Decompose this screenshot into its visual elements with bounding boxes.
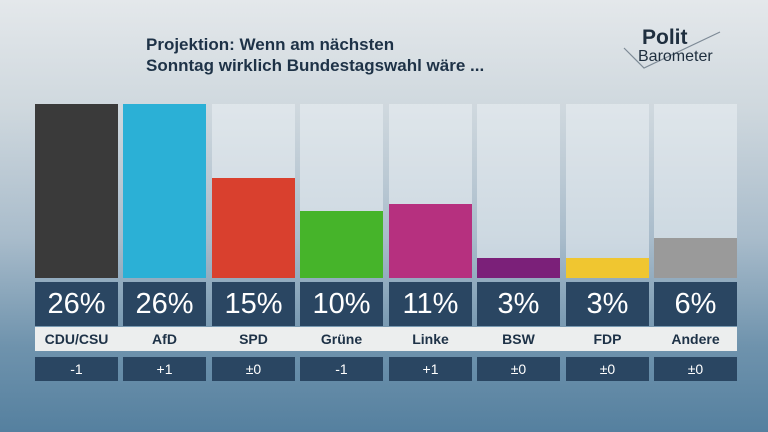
value-label: 3% <box>566 282 649 326</box>
change-label: ±0 <box>477 357 560 381</box>
value-label: 3% <box>477 282 560 326</box>
logo-line-2: Barometer <box>638 48 713 65</box>
value-label: 11% <box>389 282 472 326</box>
category-label: Grüne <box>320 331 363 347</box>
bar <box>212 177 295 278</box>
bar <box>123 104 206 278</box>
category-label: FDP <box>593 331 622 347</box>
bar <box>566 257 649 278</box>
title-line-2: Sonntag wirklich Bundestagswahl wäre ... <box>146 56 485 75</box>
change-label: +1 <box>123 357 206 381</box>
politbarometer-logo: Polit Barometer <box>622 26 732 70</box>
category-label: BSW <box>502 331 535 347</box>
checkmark-icon <box>623 31 721 69</box>
category-label: AfD <box>152 331 177 347</box>
change-label: ±0 <box>566 357 649 381</box>
logo-line-1: Polit <box>642 26 688 49</box>
bar <box>654 237 737 278</box>
value-label: 26% <box>35 282 118 326</box>
value-label: 26% <box>123 282 206 326</box>
party-label-strip <box>35 327 737 351</box>
change-label: ±0 <box>654 357 737 381</box>
bar-background <box>566 104 649 278</box>
category-label: SPD <box>239 331 268 347</box>
category-label: Andere <box>671 331 720 347</box>
bar <box>477 257 560 278</box>
bar <box>389 204 472 278</box>
change-label: -1 <box>35 357 118 381</box>
category-label: CDU/CSU <box>44 331 109 347</box>
category-label: Linke <box>412 331 449 347</box>
chart-title: Projektion: Wenn am nächsten Sonntag wir… <box>146 34 484 76</box>
value-label: 15% <box>212 282 295 326</box>
bar-background <box>477 104 560 278</box>
title-line-1: Projektion: Wenn am nächsten <box>146 35 395 54</box>
bar <box>35 104 118 278</box>
bar <box>300 211 383 278</box>
change-label: -1 <box>300 357 383 381</box>
value-label: 6% <box>654 282 737 326</box>
change-label: ±0 <box>212 357 295 381</box>
change-label: +1 <box>389 357 472 381</box>
value-label: 10% <box>300 282 383 326</box>
